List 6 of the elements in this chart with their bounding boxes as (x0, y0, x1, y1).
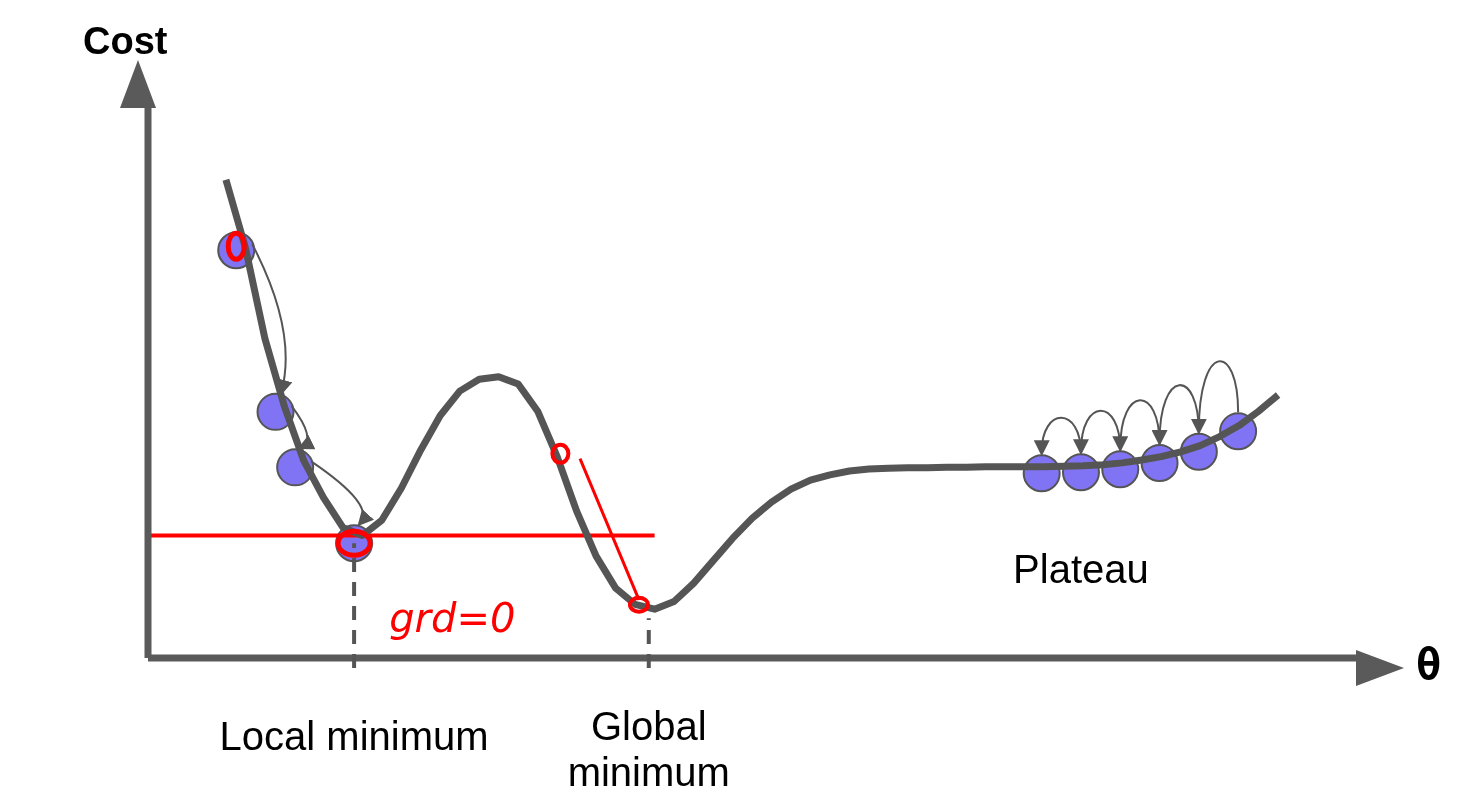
y-axis-title: Cost (83, 20, 168, 63)
annotation: Plateau (1012, 546, 1150, 593)
text: Global minimum (566, 703, 731, 795)
annotation: grd=0 (388, 594, 517, 641)
x-axis-title: θ (1416, 640, 1442, 689)
text: Local minimum (218, 713, 490, 759)
